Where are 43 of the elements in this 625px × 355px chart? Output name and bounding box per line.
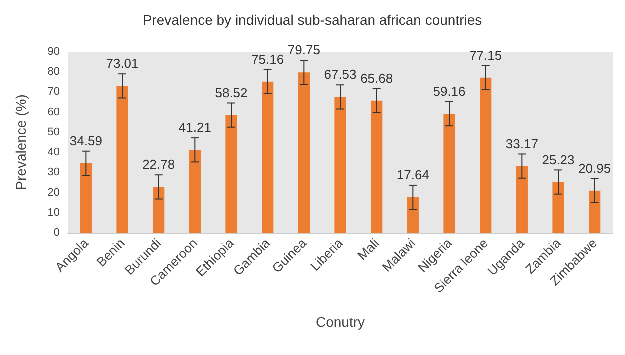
bar bbox=[371, 100, 383, 233]
data-label: 22.78 bbox=[142, 157, 176, 172]
y-tick-label: 90 bbox=[48, 46, 60, 58]
y-tick-label: 10 bbox=[48, 206, 60, 219]
bar bbox=[552, 182, 564, 233]
y-tick-label: 80 bbox=[48, 66, 60, 78]
bar bbox=[262, 82, 274, 233]
data-label: 20.95 bbox=[578, 160, 612, 176]
y-tick-label: 50 bbox=[48, 126, 60, 138]
y-tick-label: 20 bbox=[48, 186, 60, 199]
y-tick-label: 0 bbox=[54, 227, 60, 239]
data-label: 33.17 bbox=[506, 136, 538, 152]
y-tick-label: 30 bbox=[48, 166, 60, 179]
y-tick-label: 70 bbox=[48, 86, 60, 98]
bar bbox=[589, 190, 601, 233]
bar bbox=[298, 72, 310, 233]
data-label: 65.68 bbox=[360, 70, 394, 86]
data-label: 58.52 bbox=[215, 85, 248, 100]
data-label: 79.75 bbox=[288, 42, 320, 58]
bar bbox=[80, 163, 92, 233]
bar bbox=[334, 97, 346, 233]
y-tick-label: 40 bbox=[48, 146, 60, 159]
data-label: 67.53 bbox=[324, 67, 357, 82]
data-label: 75.16 bbox=[252, 52, 284, 67]
data-label: 59.16 bbox=[433, 84, 466, 100]
bar bbox=[116, 86, 128, 233]
x-axis-title: Conutry bbox=[316, 314, 366, 330]
data-label: 73.01 bbox=[106, 56, 139, 72]
bar bbox=[480, 78, 492, 233]
bar bbox=[153, 187, 165, 233]
bar bbox=[226, 115, 238, 233]
bar bbox=[516, 166, 528, 233]
y-tick-label: 60 bbox=[48, 106, 60, 118]
data-label: 17.64 bbox=[396, 168, 430, 183]
bar bbox=[407, 198, 419, 233]
y-axis-title: Prevalence (%) bbox=[13, 94, 29, 190]
bar bbox=[444, 114, 456, 233]
data-label: 41.21 bbox=[178, 120, 212, 136]
chart-title: Prevalence by individual sub-saharan african countries bbox=[142, 12, 482, 28]
data-label: 25.23 bbox=[542, 152, 575, 168]
data-label: 77.15 bbox=[470, 48, 502, 63]
data-label: 34.59 bbox=[70, 133, 102, 148]
bar bbox=[189, 150, 201, 233]
